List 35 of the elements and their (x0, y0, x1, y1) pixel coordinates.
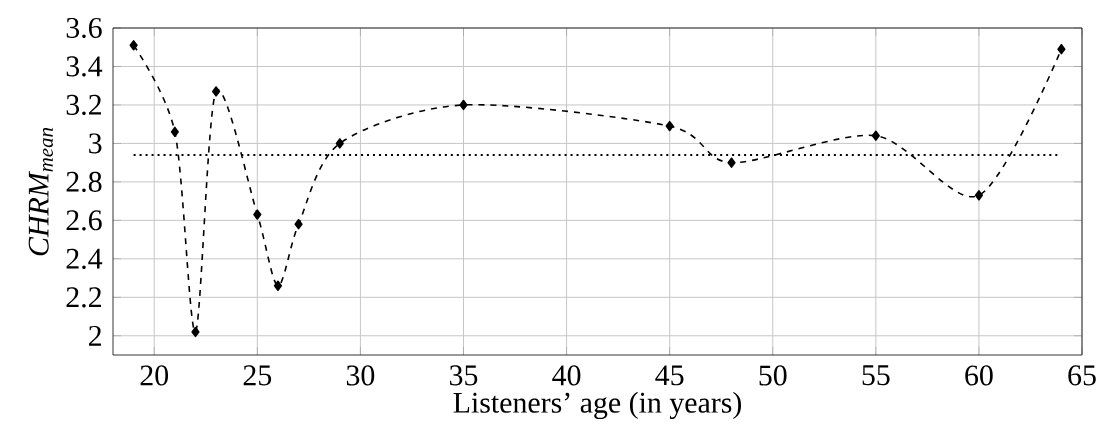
point (211, 86, 221, 97)
x-tick-label: 35 (449, 365, 478, 386)
y-axis-title: CHRM$_{mean}$ (28, 127, 53, 256)
point (273, 280, 283, 291)
point (129, 40, 138, 51)
y-tick-label: 2.8 (66, 171, 102, 193)
y-tick-label: 3 (89, 133, 102, 154)
point (871, 130, 880, 141)
point (459, 99, 468, 111)
x-tick-label: 50 (759, 365, 787, 386)
x-tick-label: 65 (1068, 365, 1096, 386)
y-tick-label: 2.6 (66, 210, 102, 231)
x-tick-label: 40 (552, 365, 581, 386)
x-tick-label: 60 (965, 365, 993, 386)
x-axis-title: Listeners’ age (in years) (453, 391, 742, 420)
y-tick-label: 2.2 (66, 287, 101, 308)
point (170, 126, 179, 138)
point (335, 138, 344, 149)
point (727, 157, 736, 168)
point (294, 219, 303, 230)
x-tick-label: 20 (140, 365, 169, 386)
y-tick-label: 2 (89, 325, 101, 346)
point (191, 326, 200, 338)
x-tick-label: 45 (655, 365, 684, 386)
x-tick-label: 25 (243, 365, 272, 386)
y-tick-label: 2.4 (66, 248, 103, 269)
point (974, 190, 984, 201)
point (253, 209, 262, 220)
y-tick-label: 3.6 (66, 17, 102, 39)
y-tick-label: 3.4 (66, 56, 103, 77)
point (1057, 43, 1066, 55)
x-tick-label: 55 (862, 365, 890, 386)
y-tick-label: 3.2 (66, 94, 101, 116)
x-tick-label: 30 (346, 365, 375, 386)
point (665, 120, 674, 132)
